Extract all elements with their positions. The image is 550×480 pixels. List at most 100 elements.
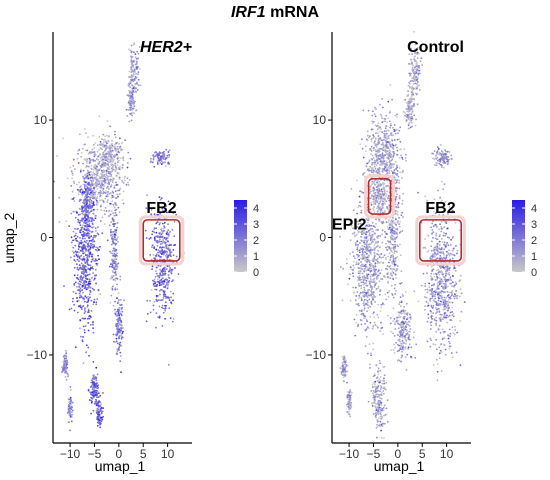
cell-point	[101, 232, 104, 235]
cell-point	[421, 64, 424, 66]
cell-point	[444, 161, 446, 164]
cell-point	[73, 266, 76, 269]
cell-point	[93, 374, 95, 377]
cell-point	[123, 177, 126, 179]
cell-point	[376, 189, 378, 191]
cell-point	[136, 68, 138, 70]
cell-point	[406, 113, 408, 116]
cell-point	[453, 267, 456, 270]
cell-point	[112, 278, 115, 281]
cell-point	[165, 253, 168, 256]
cell-point	[362, 265, 364, 268]
cell-point	[145, 320, 148, 323]
cell-point	[98, 136, 101, 138]
cell-point	[80, 188, 83, 191]
cell-point	[381, 98, 384, 100]
cell-point	[372, 161, 375, 164]
cell-point	[164, 161, 166, 164]
cell-point	[411, 42, 414, 44]
cell-point	[415, 79, 418, 81]
cell-point	[119, 278, 122, 281]
cell-point	[108, 135, 110, 137]
cell-point	[114, 287, 117, 290]
cell-point	[110, 234, 113, 237]
cell-point	[100, 192, 103, 195]
cell-point	[432, 343, 435, 345]
cell-point	[157, 156, 159, 159]
cell-point	[65, 220, 68, 223]
cell-point	[100, 209, 103, 212]
cell-point	[439, 248, 442, 251]
cell-point	[378, 293, 381, 296]
cell-point	[122, 330, 124, 333]
cell-point	[114, 313, 117, 315]
cell-point	[129, 109, 132, 112]
cell-point	[76, 235, 79, 238]
cell-point	[113, 340, 115, 343]
cell-point	[114, 149, 117, 152]
cell-point	[137, 84, 140, 87]
cell-point	[365, 165, 368, 168]
cell-point	[75, 232, 77, 235]
cell-point	[371, 128, 373, 131]
cell-point	[87, 246, 89, 249]
cell-point	[96, 196, 99, 198]
cell-point	[153, 278, 156, 281]
cell-point	[109, 160, 112, 163]
cell-point	[454, 281, 457, 283]
cell-point	[374, 115, 377, 118]
cell-point	[95, 379, 98, 382]
cell-point	[96, 174, 99, 177]
cell-point	[415, 118, 417, 121]
cell-point	[407, 94, 410, 97]
cell-point	[410, 117, 413, 120]
cell-point	[154, 155, 157, 158]
cell-point	[155, 312, 158, 314]
cell-point	[128, 120, 131, 123]
cell-point	[110, 184, 113, 186]
cell-point	[380, 128, 382, 131]
cell-point	[170, 296, 173, 299]
cell-point	[440, 290, 443, 292]
cell-point	[169, 248, 171, 251]
cell-point	[91, 220, 93, 222]
cell-point	[443, 337, 446, 340]
cell-point	[79, 199, 82, 202]
cell-point	[359, 143, 362, 146]
cell-point	[361, 147, 364, 150]
cell-point	[112, 285, 114, 288]
cell-point	[87, 389, 90, 392]
cell-point	[159, 246, 162, 248]
cell-point	[149, 254, 152, 256]
cell-point	[95, 282, 97, 285]
cell-point	[90, 393, 92, 396]
cell-point	[148, 238, 151, 240]
cell-point	[92, 235, 95, 237]
cell-point	[87, 243, 90, 246]
cell-point	[128, 76, 131, 79]
cell-point	[75, 251, 78, 254]
cell-point	[95, 180, 98, 183]
cell-point	[373, 180, 376, 183]
cell-point	[159, 272, 162, 275]
cell-point	[84, 174, 86, 177]
cell-point	[133, 68, 136, 70]
cell-point	[107, 164, 109, 166]
cell-point	[92, 394, 94, 397]
cell-point	[162, 240, 164, 243]
cell-point	[83, 268, 86, 270]
cell-point	[168, 280, 171, 282]
cell-point	[165, 268, 168, 270]
cell-point	[442, 301, 445, 304]
cell-point	[451, 253, 454, 256]
cell-point	[434, 297, 437, 300]
cell-point	[70, 399, 72, 402]
cell-point	[359, 201, 361, 204]
cell-point	[411, 88, 413, 90]
cell-point	[116, 288, 119, 291]
cell-point	[84, 325, 87, 328]
cell-point	[70, 170, 73, 173]
cell-point	[153, 228, 156, 231]
legend-tick-label: 4	[253, 203, 259, 215]
